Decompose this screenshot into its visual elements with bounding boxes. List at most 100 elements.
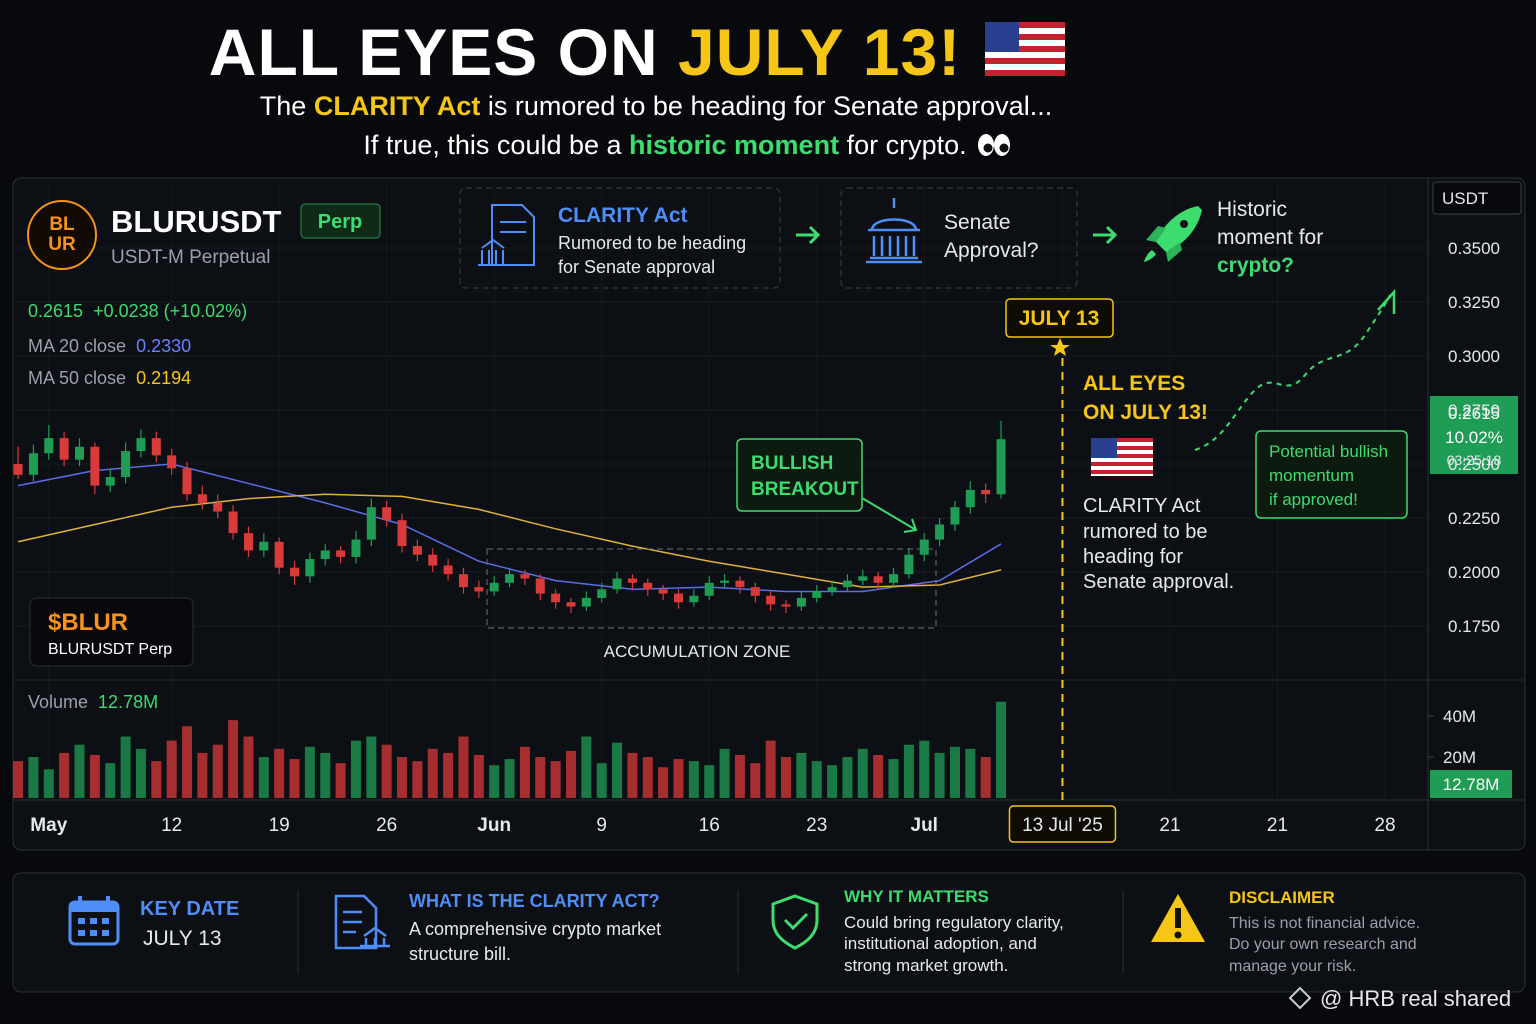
- card-text: Could bring regulatory clarity,: [844, 913, 1064, 932]
- volume-bar: [550, 761, 561, 798]
- volume-bar: [105, 763, 116, 798]
- candle-body: [689, 595, 699, 603]
- volume-bar: [243, 736, 254, 798]
- volume-legend: Volume 12.78M: [28, 692, 158, 712]
- volume-bar: [919, 740, 930, 798]
- token-box: [29, 597, 194, 667]
- eyes-text: ON JULY 13!: [1083, 401, 1208, 424]
- candle-body: [950, 507, 960, 525]
- y-tick-label: 0.2500: [1448, 455, 1500, 474]
- subtitle-part: The: [260, 91, 314, 121]
- subtitle: The CLARITY Act is rumored to be heading…: [260, 91, 1052, 121]
- breakout-text: BULLISH: [751, 453, 833, 474]
- candle-body: [136, 438, 146, 452]
- volume-bar: [13, 761, 24, 798]
- volume-bar: [289, 759, 300, 798]
- volume-bar: [28, 757, 39, 798]
- flow-text: Rumored to be heading: [558, 233, 746, 253]
- price-tag-text: 10.02%: [1445, 428, 1503, 447]
- candle-body: [489, 582, 499, 592]
- eyes-text: ALL EYES: [1083, 372, 1185, 395]
- volume-bar: [688, 761, 699, 798]
- momentum-arrow: [1377, 288, 1396, 314]
- subtitle-part: for crypto.: [839, 130, 967, 160]
- subtitle-highlight: CLARITY Act: [314, 91, 481, 121]
- flow-text: moment for: [1217, 226, 1323, 249]
- candle-body: [935, 524, 945, 540]
- title-part: ALL EYES ON: [209, 15, 678, 89]
- candle-body: [443, 565, 453, 575]
- candle-body: [627, 578, 637, 583]
- candle-body: [397, 520, 407, 547]
- candle-body: [996, 439, 1006, 495]
- x-tick-label: 12: [161, 815, 182, 836]
- token-name: BLURUSDT Perp: [48, 641, 172, 658]
- volume-bar: [796, 752, 807, 798]
- candle-body: [13, 464, 23, 475]
- volume-bar: [965, 748, 976, 798]
- volume-bar: [504, 759, 515, 798]
- volume-tick-label: 20M: [1443, 748, 1476, 767]
- token-symbol: $BLUR: [48, 609, 128, 636]
- candle-body: [643, 582, 653, 590]
- flow-text: Senate: [944, 211, 1011, 234]
- candle-body: [827, 587, 837, 592]
- subtitle-part: is rumored to be heading for Senate appr…: [480, 91, 1052, 121]
- volume-bar: [842, 757, 853, 798]
- calendar-icon: [68, 896, 120, 946]
- candle-body: [121, 451, 131, 477]
- currency-box: [1432, 181, 1522, 215]
- x-tick-label: 13 Jul '25: [1022, 815, 1103, 836]
- card-text: Do your own research and: [1229, 936, 1417, 953]
- volume-bar: [274, 748, 285, 798]
- candle-body: [75, 446, 85, 460]
- volume-bar: [750, 763, 761, 798]
- price-tag: [1430, 396, 1518, 474]
- badge: [300, 203, 381, 239]
- x-tick-label: 21: [1267, 815, 1288, 836]
- flow-box: [459, 187, 781, 289]
- volume-bar: [443, 752, 454, 798]
- zone-label: ACCUMULATION ZONE: [604, 642, 791, 661]
- candle-body: [889, 574, 899, 583]
- volume-bar: [765, 740, 776, 798]
- x-tick-label: 26: [376, 815, 397, 836]
- volume-bar: [734, 754, 745, 798]
- cards-panel: [12, 872, 1526, 993]
- candle-body: [428, 554, 438, 566]
- volume-bar: [642, 757, 653, 798]
- ma-legend: MA 50 close 0.2194: [28, 368, 191, 388]
- candle-body: [458, 574, 468, 588]
- note-text: Senate approval.: [1083, 571, 1234, 593]
- volume-bar: [811, 761, 822, 798]
- document-icon: [334, 894, 390, 950]
- ticker-subtitle: USDT-M Perpetual: [111, 247, 270, 268]
- volume-bar: [581, 736, 592, 798]
- x-tick-label: 21: [1159, 815, 1180, 836]
- candle-body: [274, 541, 284, 568]
- capitol-icon: [866, 198, 922, 264]
- candle-body: [90, 446, 100, 486]
- x-tick-label: Jun: [477, 815, 511, 836]
- candle-body: [259, 541, 269, 551]
- volume-bar: [228, 720, 239, 798]
- card-title: DISCLAIMER: [1229, 888, 1335, 907]
- volume-bar: [320, 752, 331, 798]
- volume-bar: [43, 769, 54, 798]
- eyes-icon: [978, 134, 1010, 156]
- candle-body: [796, 597, 806, 607]
- y-tick-label: 0.1750: [1448, 617, 1500, 636]
- volume-bar: [781, 757, 792, 798]
- shield-icon: [771, 894, 819, 950]
- momentum-text: momentum: [1269, 466, 1354, 485]
- candle-body: [720, 580, 730, 583]
- candle-body: [904, 554, 914, 575]
- x-tick-label: 28: [1374, 815, 1395, 836]
- flow-title: CLARITY Act: [558, 204, 688, 227]
- volume-bar: [258, 757, 269, 798]
- watermark: @ HRB real shared: [1320, 986, 1511, 1011]
- date-tag: [1005, 298, 1114, 338]
- ma-line: [17, 463, 1002, 593]
- candle-body: [551, 593, 561, 603]
